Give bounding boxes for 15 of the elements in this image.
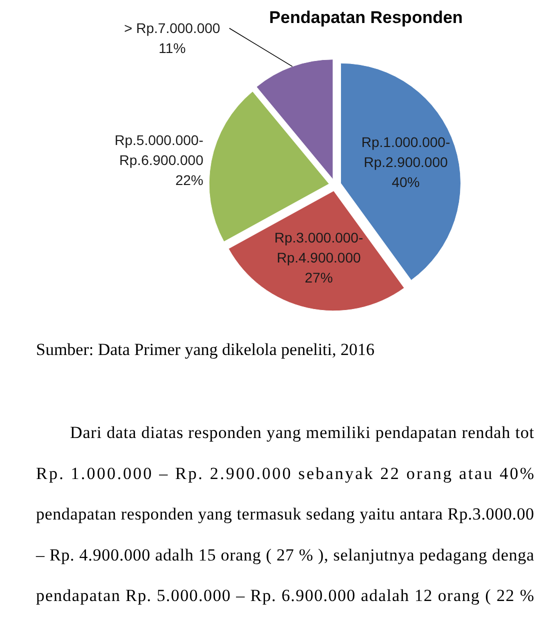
data-label: 27% [304,270,333,286]
slice-label: Rp.1.000.000-Rp.2.900.000 [361,134,450,170]
text: – Rp. 4.900.000 adalh 15 orang ( 27 % ), selanjutnya pedagang denga [35,545,534,564]
text: pendapatan responden yang termasuk sedang yaitu antara Rp.3.000.00 [36,504,534,524]
chart-title: Pendapatan Responden [269,8,463,27]
slice-label: Rp.5.000.000-Rp.6.900.000 [114,132,204,168]
text: Sumber: Data Primer yang dikelola peneliti, 2016 [36,340,375,359]
text: pendapatan Rp. 5.000.000 – Rp. 6.900.000 adalah 12 orang ( 22 % [36,586,534,606]
data-label: 40% [392,174,420,190]
text: Dari data diatas responden yang memiliki pendapatan rendah tot [70,423,534,442]
slice-label: Rp.3.000.000-Rp.4.900.000 [274,230,364,266]
slice-label: > Rp.7.000.000 [124,20,220,36]
data-label: 11% [158,40,186,56]
text: Rp. 1.000.000 – Rp. 2.900.000 sebanyak 22 orang atau 40% [36,464,534,483]
data-label: 22% [175,172,204,188]
